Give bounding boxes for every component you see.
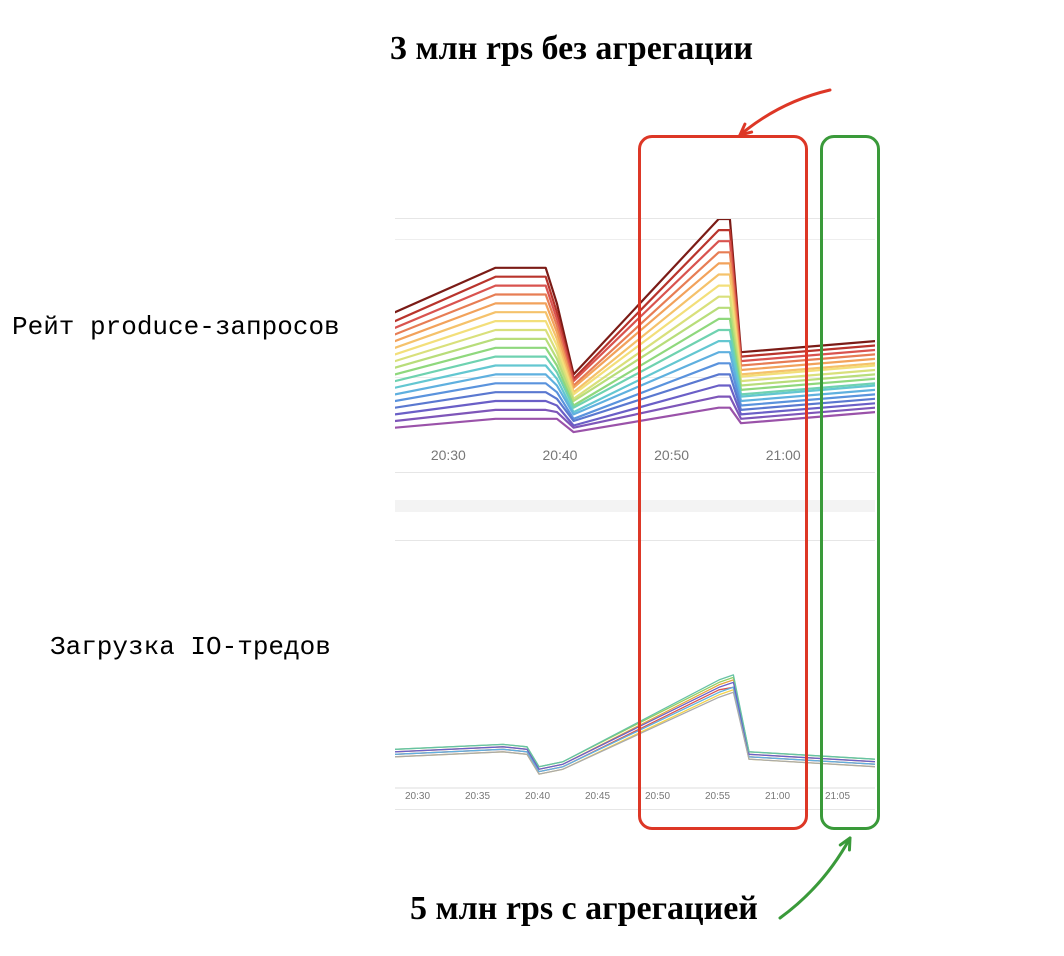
chart-panel-produce-rate: 20:30 20:40 20:50 21:00 (395, 218, 875, 473)
chart-panel-io-threads: 20:30 20:35 20:40 20:45 20:50 20:55 21:00 21:05 (395, 540, 875, 810)
annotation-bottom: 5 млн rps с агрегацией (410, 890, 758, 928)
annotation-arrows (0, 0, 1064, 956)
chart2-xtick: 20:40 (525, 791, 550, 802)
chart2-xtick: 20:30 (405, 791, 430, 802)
chart2-xaxis: 20:30 20:35 20:40 20:45 20:50 20:55 21:00 21:05 (395, 791, 875, 809)
chart-lines-2 (395, 541, 875, 789)
chart2-xtick: 20:45 (585, 791, 610, 802)
label-chart1: Рейт produce-запросов (12, 312, 340, 342)
chart2-xtick: 21:05 (825, 791, 850, 802)
chart2-xtick: 20:55 (705, 791, 730, 802)
chart1-xaxis: 20:30 20:40 20:50 21:00 (395, 447, 875, 469)
label-chart2: Загрузка IO-тредов (50, 632, 331, 662)
chart2-xtick: 21:00 (765, 791, 790, 802)
chart-lines-1 (395, 219, 875, 441)
annotation-top: 3 млн rps без агрегации (390, 30, 753, 68)
chart1-xtick: 20:50 (654, 447, 689, 463)
chart1-xtick: 21:00 (766, 447, 801, 463)
chart1-xtick: 20:30 (431, 447, 466, 463)
chart2-xtick: 20:35 (465, 791, 490, 802)
panel-gap (395, 500, 875, 512)
chart2-xtick: 20:50 (645, 791, 670, 802)
chart1-xtick: 20:40 (542, 447, 577, 463)
